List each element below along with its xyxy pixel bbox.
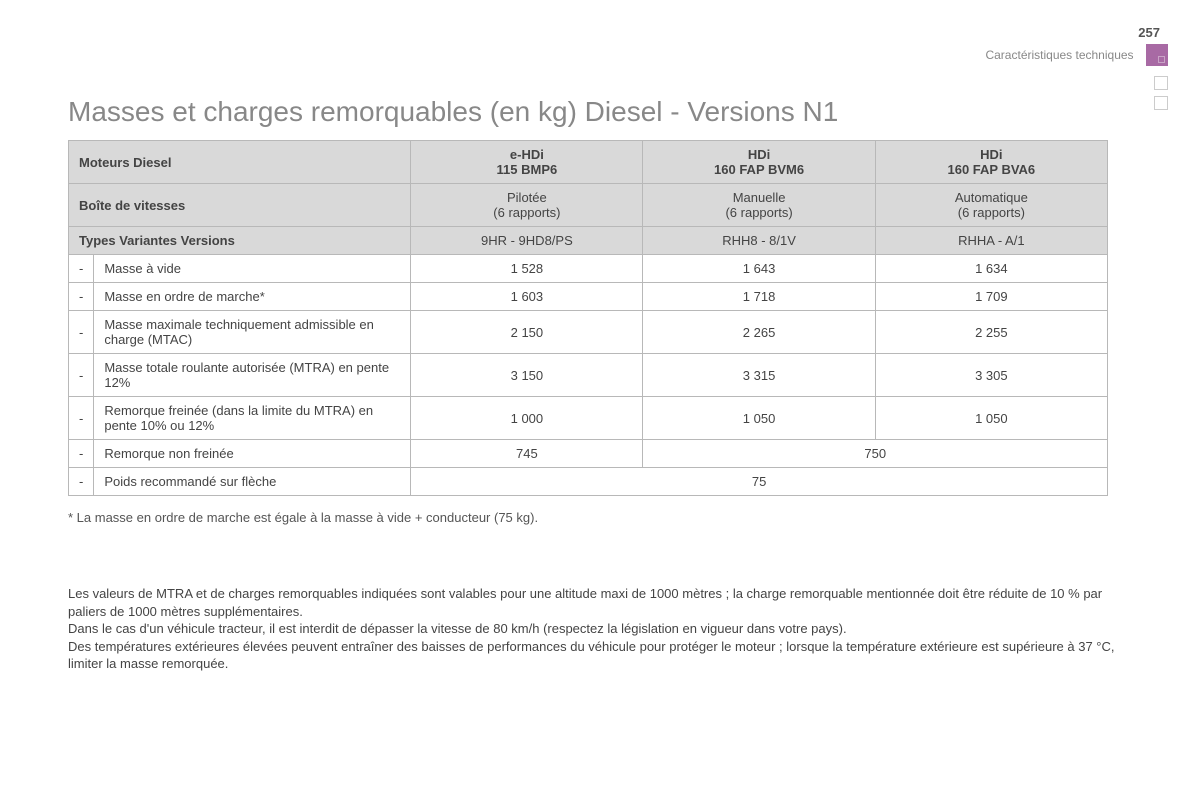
td-col-1-variant: RHH8 - 8/1V	[643, 227, 875, 255]
page-title: Masses et charges remorquables (en kg) D…	[68, 96, 1132, 128]
cell: 3 315	[643, 354, 875, 397]
dash-icon: -	[69, 255, 94, 283]
gearbox-line2: (6 rapports)	[493, 205, 560, 220]
dash-icon: -	[69, 397, 94, 440]
notes-block: Les valeurs de MTRA et de charges remorq…	[68, 585, 1128, 673]
table-row: - Masse à vide 1 528 1 643 1 634	[69, 255, 1108, 283]
cell: 1 709	[875, 283, 1107, 311]
table-row: - Masse maximale techniquement admissibl…	[69, 311, 1108, 354]
table-row: - Remorque non freinée 745 750	[69, 440, 1108, 468]
dash-icon: -	[69, 311, 94, 354]
cell: 1 643	[643, 255, 875, 283]
th-gearbox: Boîte de vitesses	[69, 184, 411, 227]
cell: 1 050	[643, 397, 875, 440]
td-col-2-gearbox: Automatique (6 rapports)	[875, 184, 1107, 227]
th-col-0-engine: e-HDi 115 BMP6	[411, 141, 643, 184]
cell: 1 603	[411, 283, 643, 311]
engine-line1: e-HDi	[510, 147, 544, 162]
row-label: Remorque non freinée	[94, 440, 411, 468]
cell: 3 150	[411, 354, 643, 397]
th-col-1-engine: HDi 160 FAP BVM6	[643, 141, 875, 184]
row-label: Remorque freinée (dans la limite du MTRA…	[94, 397, 411, 440]
note-paragraph: Des températures extérieures élevées peu…	[68, 638, 1128, 673]
section-marker-icon	[1146, 44, 1168, 66]
cell: 2 150	[411, 311, 643, 354]
td-col-0-gearbox: Pilotée (6 rapports)	[411, 184, 643, 227]
engine-line2: 160 FAP BVM6	[714, 162, 804, 177]
dash-icon: -	[69, 468, 94, 496]
cell: 1 528	[411, 255, 643, 283]
gearbox-line1: Automatique	[955, 190, 1028, 205]
cell: 1 718	[643, 283, 875, 311]
gearbox-line2: (6 rapports)	[725, 205, 792, 220]
side-markers	[1154, 76, 1168, 116]
cell: 1 634	[875, 255, 1107, 283]
cell: 1 050	[875, 397, 1107, 440]
dash-icon: -	[69, 283, 94, 311]
cell: 3 305	[875, 354, 1107, 397]
th-engines: Moteurs Diesel	[69, 141, 411, 184]
cell-merged: 75	[411, 468, 1108, 496]
table-row: - Poids recommandé sur flèche 75	[69, 468, 1108, 496]
table-row: - Masse en ordre de marche* 1 603 1 718 …	[69, 283, 1108, 311]
cell: 2 255	[875, 311, 1107, 354]
cell: 2 265	[643, 311, 875, 354]
th-col-2-engine: HDi 160 FAP BVA6	[875, 141, 1107, 184]
page-header: 257 Caractéristiques techniques	[985, 24, 1168, 66]
note-paragraph: Les valeurs de MTRA et de charges remorq…	[68, 585, 1128, 620]
row-label: Masse en ordre de marche*	[94, 283, 411, 311]
td-col-2-variant: RHHA - A/1	[875, 227, 1107, 255]
table-row: - Remorque freinée (dans la limite du MT…	[69, 397, 1108, 440]
engine-line1: HDi	[980, 147, 1002, 162]
th-variants: Types Variantes Versions	[69, 227, 411, 255]
side-marker-icon	[1154, 76, 1168, 90]
cell-merged: 750	[643, 440, 1108, 468]
engine-line1: HDi	[748, 147, 770, 162]
engine-line2: 160 FAP BVA6	[947, 162, 1035, 177]
page-number: 257	[1138, 25, 1160, 40]
dash-icon: -	[69, 440, 94, 468]
footnote: * La masse en ordre de marche est égale …	[68, 510, 1108, 525]
row-label: Masse maximale techniquement admissible …	[94, 311, 411, 354]
gearbox-line2: (6 rapports)	[958, 205, 1025, 220]
cell: 745	[411, 440, 643, 468]
section-label: Caractéristiques techniques	[985, 48, 1133, 62]
side-marker-icon	[1154, 96, 1168, 110]
row-label: Masse à vide	[94, 255, 411, 283]
gearbox-line1: Pilotée	[507, 190, 547, 205]
row-label: Masse totale roulante autorisée (MTRA) e…	[94, 354, 411, 397]
table-row: - Masse totale roulante autorisée (MTRA)…	[69, 354, 1108, 397]
spec-table: Moteurs Diesel e-HDi 115 BMP6 HDi 160 FA…	[68, 140, 1108, 496]
cell: 1 000	[411, 397, 643, 440]
engine-line2: 115 BMP6	[497, 162, 558, 177]
note-paragraph: Dans le cas d'un véhicule tracteur, il e…	[68, 620, 1128, 638]
dash-icon: -	[69, 354, 94, 397]
td-col-1-gearbox: Manuelle (6 rapports)	[643, 184, 875, 227]
row-label: Poids recommandé sur flèche	[94, 468, 411, 496]
gearbox-line1: Manuelle	[733, 190, 786, 205]
td-col-0-variant: 9HR - 9HD8/PS	[411, 227, 643, 255]
